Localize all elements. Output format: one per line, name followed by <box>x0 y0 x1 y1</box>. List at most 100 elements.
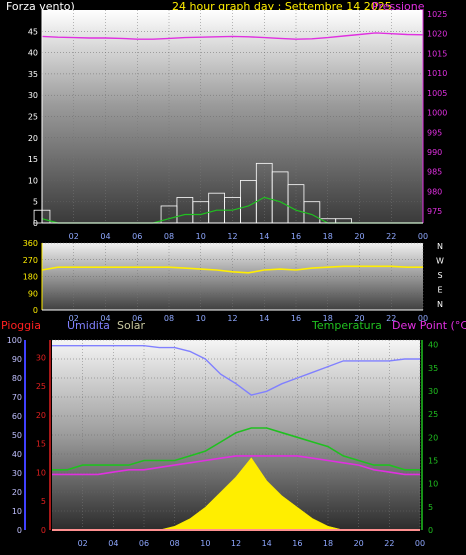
temperature-line <box>52 427 420 471</box>
wind-title-suffix: ) <box>70 0 75 13</box>
x-hour-label: 00 <box>418 232 428 241</box>
direction-tick: 0 <box>33 306 38 315</box>
pressure-line <box>41 32 424 40</box>
y-left-tick: 0 <box>33 219 38 228</box>
compass-label: S <box>437 271 442 280</box>
x-hour-label: 14 <box>259 314 269 323</box>
direction-tick: 180 <box>23 273 38 282</box>
humidity-tick: 40 <box>12 450 22 459</box>
temperature-tick: 5 <box>428 503 433 512</box>
wind-direction-line <box>41 265 423 274</box>
x-hour-label: 08 <box>164 314 174 323</box>
y-left-tick: 15 <box>28 155 38 164</box>
x-hour-label: 20 <box>354 539 364 548</box>
x-hour-label: 18 <box>323 539 333 548</box>
x-hour-label: 20 <box>354 232 364 241</box>
compass-label: E <box>437 286 442 295</box>
y-left-tick: 25 <box>28 113 38 122</box>
compass-label: W <box>436 257 444 266</box>
temperature-title: Temperatura <box>312 319 382 332</box>
humidity-line <box>52 345 420 396</box>
y-right-tick: 1000 <box>427 109 447 118</box>
x-hour-label: 00 <box>418 314 428 323</box>
solar-title: Solar <box>117 319 146 332</box>
temperature-tick: 0 <box>428 526 433 535</box>
x-hour-label: 10 <box>200 539 210 548</box>
temperature-tick: 20 <box>428 433 438 442</box>
wind-title: Forza vento) <box>6 1 75 13</box>
humidity-title: Umidita <box>67 319 110 332</box>
temperature-tick: 15 <box>428 456 438 465</box>
y-right-tick: 980 <box>427 187 442 196</box>
x-hour-label: 06 <box>139 539 149 548</box>
x-hour-label: 22 <box>384 539 394 548</box>
x-hour-label: 16 <box>292 539 302 548</box>
temperature-tick: 30 <box>428 387 438 396</box>
rain-tick: 0 <box>41 526 46 535</box>
x-hour-label: 18 <box>323 232 333 241</box>
humidity-tick: 90 <box>12 355 22 364</box>
humidity-tick: 60 <box>12 412 22 421</box>
rain-title: Pioggia <box>1 319 41 332</box>
y-right-tick: 1005 <box>427 89 447 98</box>
rain-tick: 30 <box>36 353 46 362</box>
y-right-tick: 1025 <box>427 10 447 19</box>
x-hour-label: 08 <box>170 539 180 548</box>
temperature-tick: 40 <box>428 341 438 350</box>
x-hour-label: 20 <box>354 314 364 323</box>
x-hour-label: 02 <box>69 314 79 323</box>
rain-tick: 15 <box>36 440 46 449</box>
x-hour-label: 10 <box>196 232 206 241</box>
x-hour-label: 16 <box>291 314 301 323</box>
compass-label: N <box>437 242 443 251</box>
y-right-tick: 985 <box>427 168 442 177</box>
pressure-title: Pressione <box>372 0 425 13</box>
rain-tick: 20 <box>36 411 46 420</box>
direction-tick: 360 <box>23 239 38 248</box>
x-hour-label: 14 <box>259 232 269 241</box>
x-hour-label: 02 <box>69 232 79 241</box>
temperature-tick: 10 <box>428 480 438 489</box>
y-right-tick: 990 <box>427 148 442 157</box>
x-hour-label: 00 <box>415 539 425 548</box>
y-left-tick: 20 <box>28 134 38 143</box>
x-hour-label: 14 <box>262 539 272 548</box>
y-left-tick: 45 <box>28 27 38 36</box>
rain-tick: 5 <box>41 497 46 506</box>
y-right-tick: 975 <box>427 207 442 216</box>
y-left-tick: 30 <box>28 91 38 100</box>
y-left-tick: 40 <box>28 49 38 58</box>
x-hour-label: 12 <box>231 539 241 548</box>
x-hour-label: 10 <box>196 314 206 323</box>
y-right-tick: 1015 <box>427 49 447 58</box>
humidity-tick: 0 <box>17 526 22 535</box>
humidity-tick: 30 <box>12 469 22 478</box>
humidity-tick: 50 <box>12 431 22 440</box>
x-hour-label: 12 <box>227 314 237 323</box>
humidity-tick: 100 <box>7 336 22 345</box>
y-right-tick: 1010 <box>427 69 447 78</box>
humidity-tick: 80 <box>12 374 22 383</box>
humidity-tick: 20 <box>12 488 22 497</box>
x-hour-label: 04 <box>100 314 110 323</box>
temperature-tick: 35 <box>428 364 438 373</box>
y-right-tick: 1020 <box>427 30 447 39</box>
y-right-tick: 995 <box>427 128 442 137</box>
x-hour-label: 18 <box>323 314 333 323</box>
dewpoint-title: Dew Point (°C) <box>392 319 466 332</box>
y-left-tick: 5 <box>33 198 38 207</box>
rain-tick: 10 <box>36 468 46 477</box>
rain-tick: 25 <box>36 382 46 391</box>
direction-tick: 90 <box>28 289 38 298</box>
direction-tick: 270 <box>23 256 38 265</box>
x-hour-label: 06 <box>132 314 142 323</box>
wind-title-text: Forza vento <box>6 0 71 13</box>
dewpoint-line <box>52 455 420 476</box>
x-hour-label: 16 <box>291 232 301 241</box>
x-hour-label: 22 <box>386 232 396 241</box>
compass-label: N <box>437 300 443 309</box>
x-hour-label: 04 <box>108 539 118 548</box>
x-hour-label: 08 <box>164 232 174 241</box>
x-hour-label: 04 <box>100 232 110 241</box>
